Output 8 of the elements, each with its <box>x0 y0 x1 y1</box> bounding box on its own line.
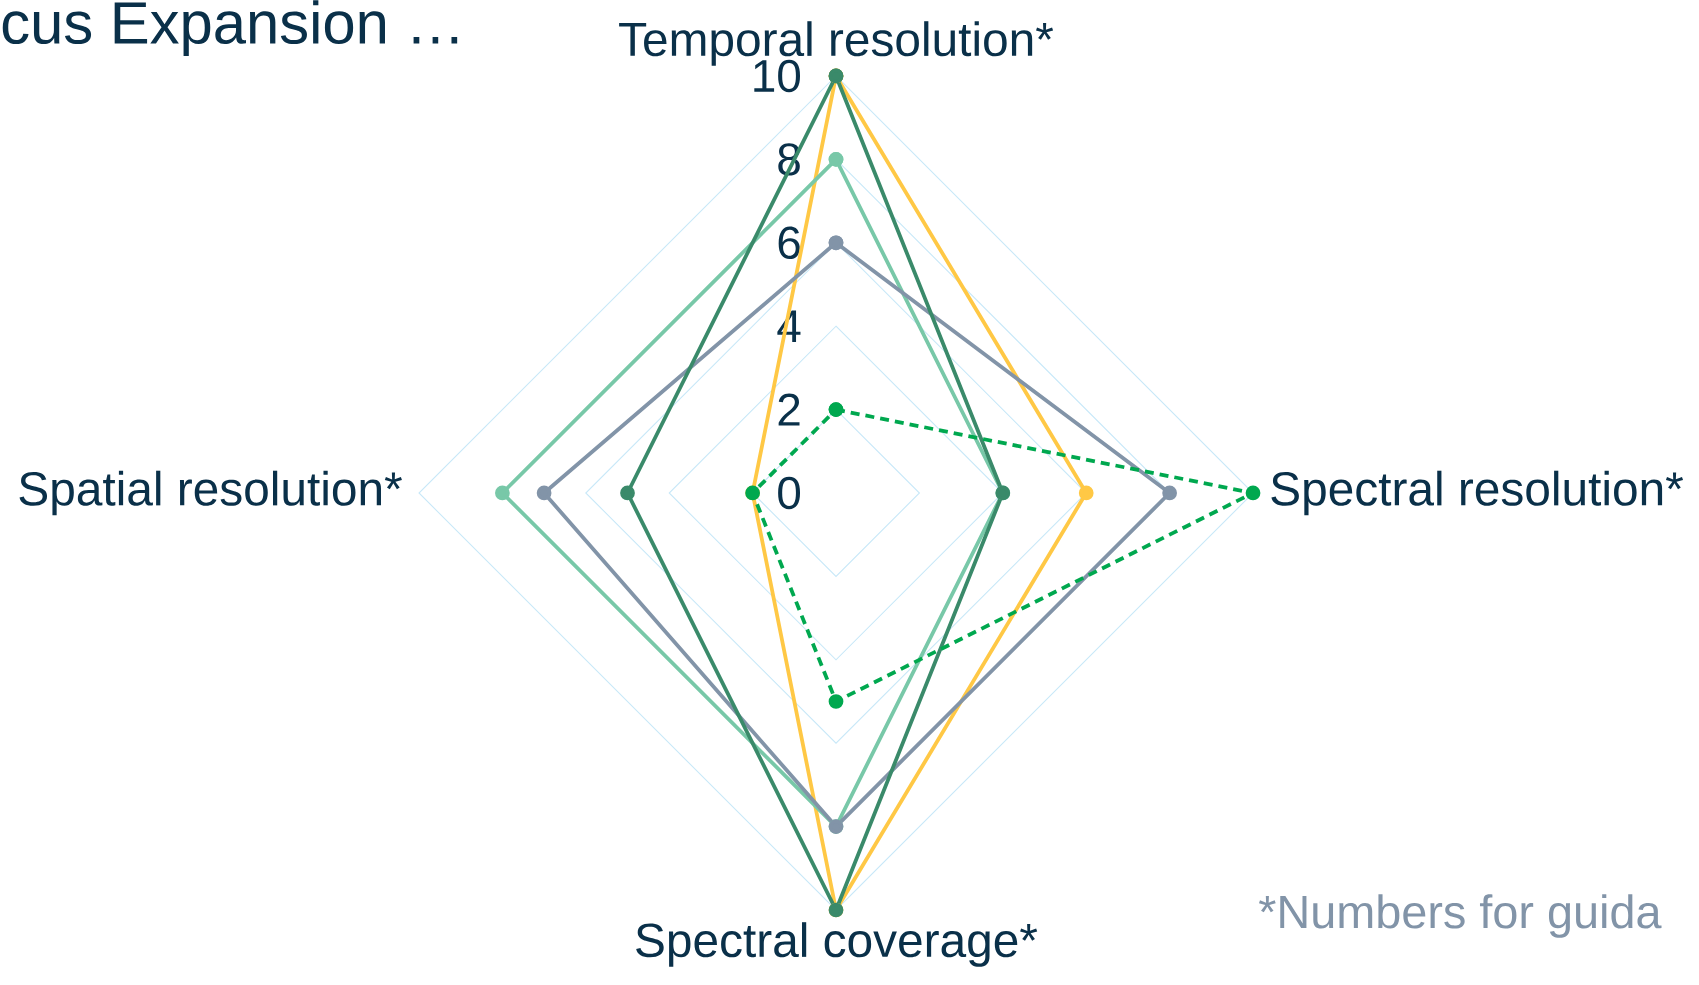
y-tick-label: 2 <box>778 393 800 426</box>
y-tick-label: 6 <box>778 226 800 260</box>
chart-title: cus Expansion … <box>2 0 458 56</box>
spoke-label: Spectral resolution* <box>1271 470 1684 516</box>
spoke-label: Spatial resolution* <box>19 470 402 516</box>
text: *Numbers for guida <box>1258 894 1662 938</box>
y-tick-label: 0 <box>778 476 801 510</box>
spoke-label: Spectral coverage* <box>636 922 1038 967</box>
